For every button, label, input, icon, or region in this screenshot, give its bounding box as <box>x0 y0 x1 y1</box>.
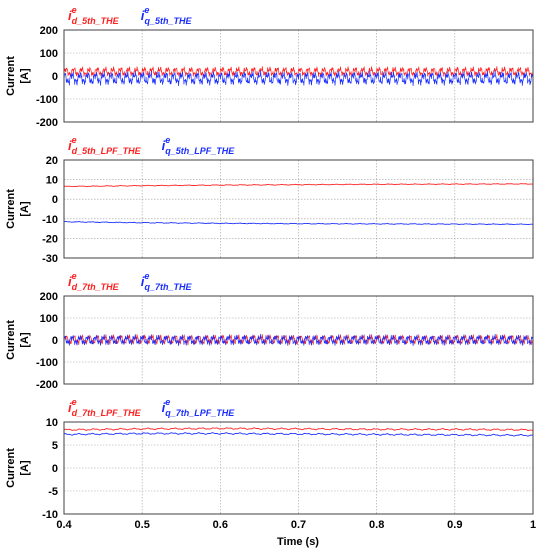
y-axis-label: Current <box>5 320 17 360</box>
series-line-d <box>63 427 534 431</box>
series-line-q <box>63 334 534 346</box>
x-axis-label: Time (s) <box>277 536 319 548</box>
y-tick-label: 10 <box>46 175 58 187</box>
y-tick-label: 200 <box>40 291 58 303</box>
legend-label: ie d_5th_THE <box>68 5 120 26</box>
x-tick-label: 0.9 <box>447 519 462 531</box>
y-tick-label: -30 <box>42 253 58 265</box>
legend-label: ie d_7th_THE <box>68 271 120 292</box>
plot-frame <box>63 295 534 385</box>
plot-frame <box>63 159 534 259</box>
y-tick-label: -100 <box>36 94 58 106</box>
y-tick-label: -10 <box>42 214 58 226</box>
y-axis-unit: [A] <box>19 201 31 217</box>
panel-2: 20 10 0 -10 -20 -30 Current [A] ie d_5th_LPF_THE i… <box>5 135 534 265</box>
y-axis-unit: [A] <box>19 68 31 84</box>
y-tick-label: -200 <box>36 117 58 129</box>
y-tick-label: -100 <box>36 357 58 369</box>
plot-frame <box>63 29 534 123</box>
y-tick-label: 0 <box>52 463 58 475</box>
plot-frame <box>63 421 534 515</box>
y-axis-unit: [A] <box>19 332 31 348</box>
legend-label: ie d_7th_LPF_THE <box>68 397 142 418</box>
x-tick-label: 1 <box>530 519 536 531</box>
x-tick-label: 0.4 <box>56 519 72 531</box>
series-line-d <box>63 183 534 188</box>
panel-3: 200 100 0 -100 -200 Current [A] ie d_7th_THE ie q_… <box>5 271 534 391</box>
x-tick-label: 0.5 <box>135 519 150 531</box>
y-tick-label: -10 <box>42 509 58 521</box>
legend-label: ie d_5th_LPF_THE <box>68 135 142 156</box>
series-line-q <box>63 220 534 226</box>
y-tick-label: 100 <box>40 313 58 325</box>
y-tick-label: -5 <box>48 486 58 498</box>
y-axis-label: Current <box>5 189 17 229</box>
x-tick-label: 0.6 <box>213 519 228 531</box>
y-tick-label: 5 <box>52 440 58 452</box>
y-tick-label: 0 <box>52 194 58 206</box>
legend-label: ie q_5th_LPF_THE <box>162 135 236 156</box>
y-tick-label: -200 <box>36 379 58 391</box>
y-axis-unit: [A] <box>19 460 31 476</box>
series-line-q <box>63 432 534 437</box>
y-tick-label: -20 <box>42 233 58 245</box>
y-axis-label: Current <box>5 56 17 96</box>
series-line-d <box>63 65 534 78</box>
panel-4: 10 5 0 -5 -10 Current [A] ie d_7th_LPF_THE ie q_7t… <box>5 397 536 531</box>
series-line-q <box>63 70 534 87</box>
panel-1: 200 100 0 -100 -200 Current [A] ie d_5th_THE ie q_… <box>5 5 534 129</box>
y-axis-label: Current <box>5 448 17 488</box>
x-tick-label: 0.8 <box>369 519 384 531</box>
legend-label: ie q_7th_THE <box>141 271 193 292</box>
y-tick-label: 0 <box>52 335 58 347</box>
legend-label: ie q_7th_LPF_THE <box>162 397 236 418</box>
y-tick-label: 20 <box>46 155 58 167</box>
x-tick-label: 0.7 <box>291 519 306 531</box>
legend-label: ie q_5th_THE <box>141 5 193 26</box>
y-tick-label: 200 <box>40 25 58 37</box>
y-tick-label: 10 <box>46 417 58 429</box>
y-tick-label: 100 <box>40 48 58 60</box>
y-tick-label: 0 <box>52 71 58 83</box>
